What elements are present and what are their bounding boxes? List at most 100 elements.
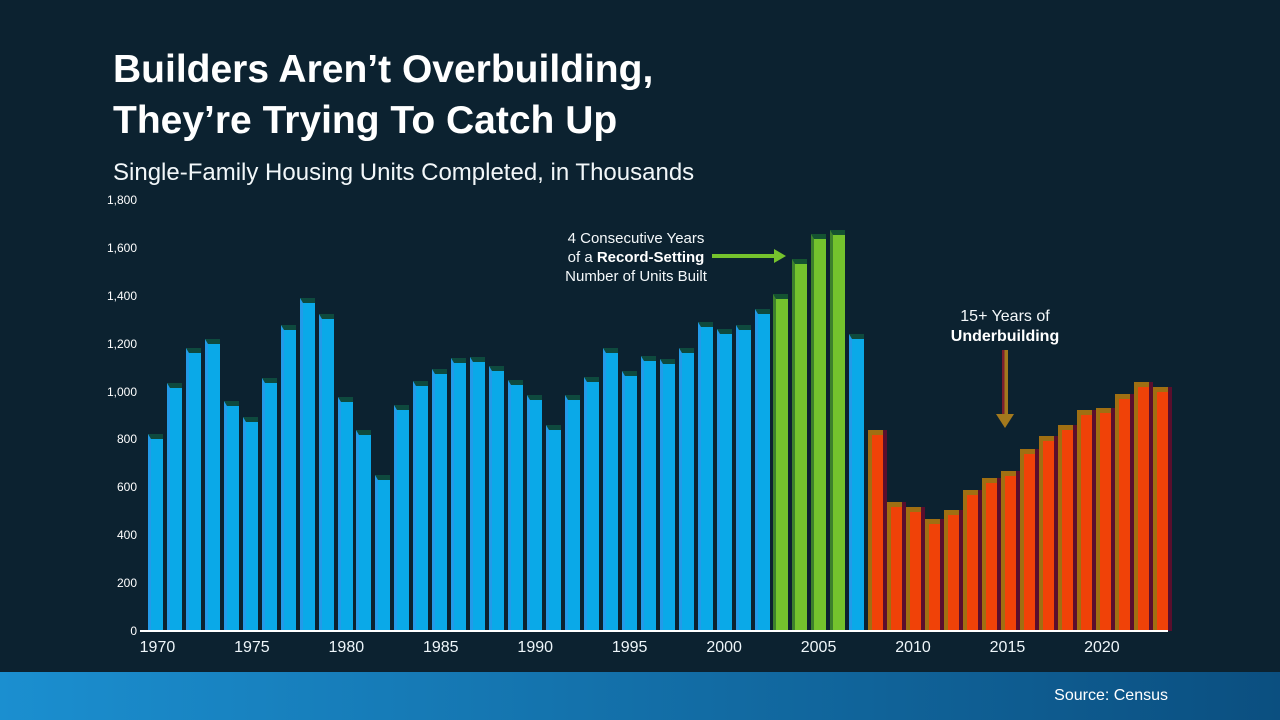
bar-2018 xyxy=(1057,424,1077,632)
bar-1972 xyxy=(185,348,201,631)
bar-2015 xyxy=(1000,470,1020,632)
title-block: Builders Aren’t Overbuilding, They’re Try… xyxy=(113,44,694,187)
arrow-head xyxy=(996,414,1014,428)
bar-2007 xyxy=(849,334,865,631)
y-tick-1200: 1,200 xyxy=(106,336,137,351)
bar-2008 xyxy=(868,429,888,632)
bar-1993 xyxy=(583,377,599,631)
bar-1980 xyxy=(337,396,353,631)
bar-1970 xyxy=(148,433,163,631)
bar-2004 xyxy=(792,259,808,631)
record-line-1: 4 Consecutive Years xyxy=(567,230,705,247)
bar-1986 xyxy=(451,357,467,631)
bar-1978 xyxy=(299,298,315,631)
y-axis: 0 200 400 600 800 1,000 1,200 1,400 1,600 1,800 xyxy=(95,193,137,638)
bar-1999 xyxy=(697,321,713,631)
x-tick-1990: 1990 xyxy=(517,639,554,656)
bar-2003 xyxy=(773,294,789,631)
x-tick-2005: 2005 xyxy=(800,639,837,656)
under-line-1: 15+ Years of xyxy=(960,308,1050,325)
bar-1981 xyxy=(356,429,372,631)
bar-1983 xyxy=(394,404,410,631)
footer-bar: Source: Census xyxy=(0,672,1280,720)
chart-subtitle: Single-Family Housing Units Completed, i… xyxy=(113,159,695,186)
bar-1984 xyxy=(413,380,429,631)
bar-1992 xyxy=(564,395,580,631)
bar-2001 xyxy=(735,325,751,631)
bar-1975 xyxy=(242,416,258,631)
y-tick-1800: 1,800 xyxy=(106,193,137,207)
y-tick-200: 200 xyxy=(116,576,137,591)
bar-2000 xyxy=(716,328,732,631)
page-title: Builders Aren’t Overbuilding, They’re Try… xyxy=(113,44,694,146)
bar-2023 xyxy=(1152,387,1172,631)
bar-2012 xyxy=(944,510,964,631)
annotation-record-setting: 4 Consecutive Years of a Record-Setting … xyxy=(546,229,726,286)
x-tick-2010: 2010 xyxy=(895,639,931,656)
title-line-1: Builders Aren’t Overbuilding, xyxy=(113,48,654,91)
bar-2005 xyxy=(811,234,827,631)
bar-2009 xyxy=(887,501,907,631)
bar-1979 xyxy=(318,314,334,631)
bar-1994 xyxy=(602,348,618,631)
bar-2013 xyxy=(962,489,982,632)
bar-1995 xyxy=(621,370,637,631)
bar-1977 xyxy=(280,324,296,631)
bar-2006 xyxy=(830,229,846,631)
bar-1988 xyxy=(489,366,505,631)
x-tick-1975: 1975 xyxy=(234,639,270,656)
source-label: Source: Census xyxy=(1054,687,1168,704)
y-tick-400: 400 xyxy=(116,528,137,543)
x-tick-1980: 1980 xyxy=(328,639,365,656)
title-line-2: They’re Trying To Catch Up xyxy=(113,99,618,142)
bar-1991 xyxy=(546,425,562,631)
arrow-shaft xyxy=(712,254,774,258)
arrow-head xyxy=(774,249,786,263)
under-line-2-bold: Underbuilding xyxy=(950,328,1060,345)
y-tick-0: 0 xyxy=(130,624,137,638)
x-axis-line xyxy=(140,630,1168,632)
bar-2022 xyxy=(1133,382,1153,631)
bar-2021 xyxy=(1114,393,1134,631)
bar-1982 xyxy=(375,474,391,631)
y-tick-1400: 1,400 xyxy=(106,288,137,303)
bar-1971 xyxy=(166,383,182,631)
x-tick-1985: 1985 xyxy=(422,639,459,656)
bar-1976 xyxy=(261,378,277,631)
bar-1973 xyxy=(204,339,220,631)
bar-2010 xyxy=(906,507,926,631)
arrow-shaft xyxy=(1002,350,1008,414)
record-line-2-prefix: of a xyxy=(567,249,597,266)
bar-1985 xyxy=(432,369,448,631)
bar-1989 xyxy=(508,380,524,631)
record-arrow-right-icon xyxy=(712,249,786,263)
bar-1987 xyxy=(470,357,486,631)
bar-2019 xyxy=(1076,409,1096,632)
underbuilding-arrow-down-icon xyxy=(996,350,1014,428)
annotation-underbuilding: 15+ Years of Underbuilding xyxy=(915,307,1095,347)
x-axis: 1970 1975 1980 1985 1990 1995 2000 2005 2010 2015… xyxy=(140,639,1168,661)
bar-1996 xyxy=(640,355,656,631)
bar-2016 xyxy=(1019,449,1039,631)
record-line-3: Number of Units Built xyxy=(565,268,707,285)
x-tick-1995: 1995 xyxy=(611,639,648,656)
y-tick-800: 800 xyxy=(116,432,137,447)
y-tick-1000: 1,000 xyxy=(106,384,137,399)
y-tick-600: 600 xyxy=(116,480,137,495)
bar-2017 xyxy=(1038,435,1058,632)
bar-1997 xyxy=(659,358,675,631)
x-tick-1970: 1970 xyxy=(139,639,176,656)
x-tick-2020: 2020 xyxy=(1084,639,1120,656)
bar-2011 xyxy=(925,518,945,632)
bar-1974 xyxy=(223,400,239,631)
x-tick-2015: 2015 xyxy=(989,639,1026,656)
bar-1998 xyxy=(678,348,694,631)
bar-2014 xyxy=(981,477,1001,632)
plot-area xyxy=(148,200,1172,632)
bar-2020 xyxy=(1095,407,1115,632)
y-tick-1600: 1,600 xyxy=(106,240,137,255)
record-line-2-bold: Record-Setting xyxy=(596,249,705,266)
x-tick-2000: 2000 xyxy=(706,639,742,656)
bar-2002 xyxy=(754,308,770,631)
